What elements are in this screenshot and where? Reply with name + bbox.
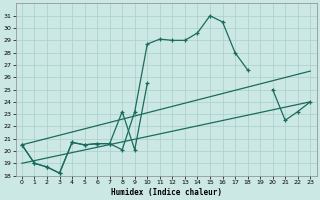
X-axis label: Humidex (Indice chaleur): Humidex (Indice chaleur) [111,188,221,197]
